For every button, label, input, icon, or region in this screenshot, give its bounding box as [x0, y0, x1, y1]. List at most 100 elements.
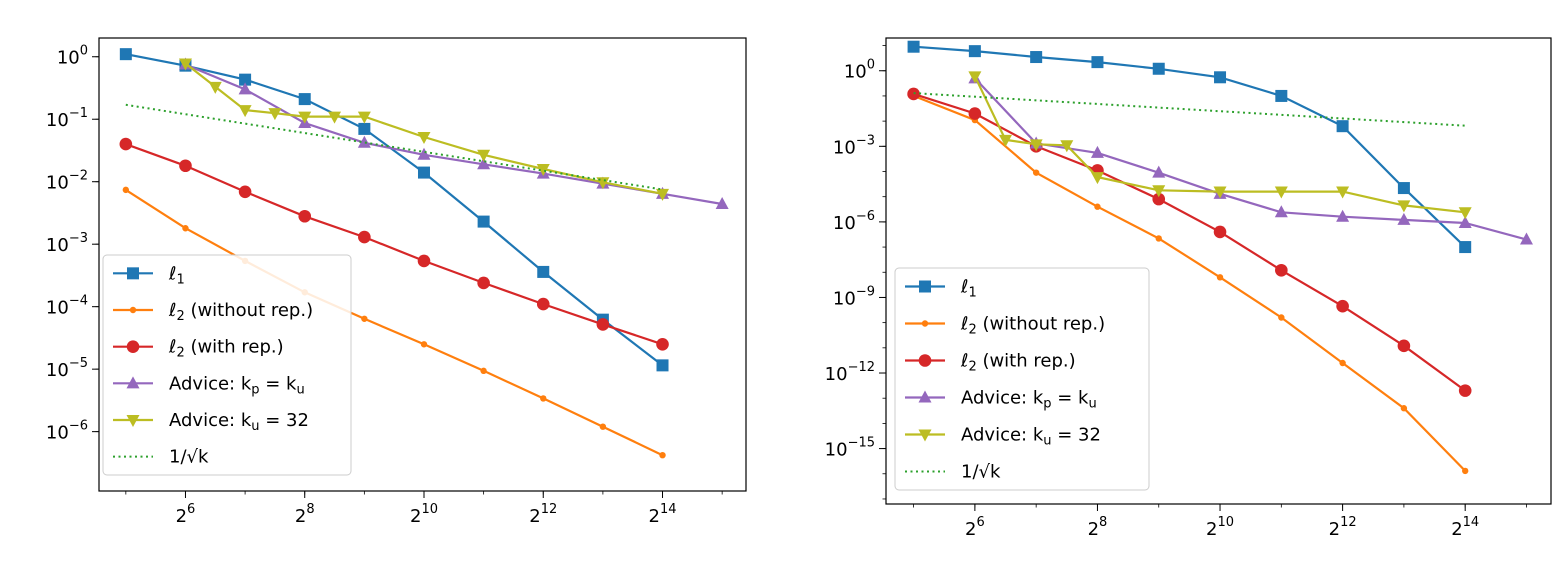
legend-label: 1/√k: [961, 462, 1001, 483]
legend-entry: ℓ1: [905, 277, 977, 301]
marker-point: [417, 131, 431, 144]
marker-point: [358, 230, 371, 244]
marker-point: [1214, 71, 1227, 84]
legend-label: 1/√k: [169, 447, 209, 468]
legend-label: ℓ1: [168, 263, 185, 287]
series-line: [913, 92, 1466, 127]
axes-frame: [98, 37, 747, 492]
legend-label: Advice: kp = ku: [169, 373, 305, 397]
series-3: [119, 137, 669, 351]
series-4: [968, 71, 1533, 245]
marker-point: [417, 254, 431, 268]
marker-point: [126, 340, 140, 353]
marker-point: [1030, 51, 1043, 64]
marker-point: [656, 359, 669, 372]
x-tick-label: 214: [1451, 515, 1479, 540]
marker-point: [596, 318, 610, 331]
marker-point: [477, 149, 491, 162]
legend-box: [102, 254, 352, 476]
series-5: [968, 71, 1472, 220]
plot-area: [907, 40, 1533, 475]
marker-point: [1274, 186, 1288, 199]
x-tick-label: 26: [176, 502, 196, 527]
marker-point: [328, 111, 342, 124]
legend-entry: 1/√k: [113, 447, 209, 468]
marker-point: [918, 390, 932, 403]
marker-point: [918, 429, 932, 442]
series-5: [178, 58, 670, 201]
chart-panel-2: 26 28 210 212 214 100 10−3 10−6 10−9 10−12 10−15 ℓ1…: [825, 37, 1552, 540]
marker-point: [417, 166, 430, 179]
marker-point: [1400, 405, 1408, 412]
marker-point: [1458, 207, 1472, 220]
series-6: [913, 92, 1466, 127]
marker-point: [477, 215, 490, 228]
marker-point: [1275, 263, 1288, 277]
y-tick-label: 10−5: [46, 356, 88, 381]
y-tick-label: 10−6: [833, 209, 875, 234]
series-1: [907, 40, 1472, 254]
marker-point: [1155, 235, 1162, 242]
y-tick-label: 10−15: [825, 436, 875, 461]
marker-point: [126, 376, 140, 389]
marker-point: [659, 451, 666, 459]
marker-point: [1152, 165, 1166, 178]
marker-point: [968, 107, 982, 120]
marker-point: [599, 423, 607, 430]
legend-label: ℓ2 (without rep.): [168, 300, 313, 324]
y-tick-label: 10−6: [46, 419, 88, 444]
marker-point: [1458, 216, 1472, 229]
marker-point: [179, 159, 192, 173]
marker-point: [1397, 212, 1411, 225]
marker-point: [126, 415, 140, 427]
y-tick-label: 10−2: [46, 169, 88, 194]
legend: ℓ1 ℓ2 (without rep.) ℓ2 (with rep.) Advice:…: [102, 254, 352, 476]
legend-entry: Advice: ku = 32: [113, 410, 309, 434]
marker-point: [1091, 56, 1104, 69]
marker-point: [298, 209, 312, 223]
marker-point: [1278, 314, 1285, 321]
legend-entry: ℓ1: [113, 263, 185, 287]
x-tick-label: 212: [529, 502, 557, 527]
marker-point: [1032, 169, 1040, 176]
series-line: [913, 45, 1466, 248]
marker-point: [999, 134, 1013, 147]
marker-point: [298, 111, 312, 124]
marker-point: [536, 163, 550, 176]
marker-point: [1152, 62, 1165, 75]
marker-point: [298, 93, 311, 106]
marker-point: [268, 108, 282, 121]
legend-entry: 1/√k: [905, 462, 1001, 483]
y-tick-label: 100: [57, 44, 88, 69]
marker-point: [1152, 192, 1166, 206]
marker-point: [1216, 274, 1224, 281]
marker-point: [119, 137, 133, 151]
y-tick-label: 10−1: [46, 106, 88, 131]
marker-point: [537, 265, 550, 278]
marker-point: [1213, 225, 1227, 239]
marker-point: [1090, 145, 1104, 158]
legend-label: ℓ1: [960, 277, 977, 301]
legend-entry: Advice: kp = ku: [113, 373, 305, 397]
marker-point: [918, 354, 932, 367]
series-line: [913, 92, 1466, 392]
marker-point: [358, 122, 371, 135]
marker-point: [357, 111, 371, 124]
marker-point: [968, 71, 982, 84]
marker-point: [361, 315, 368, 322]
axes-frame: [885, 37, 1552, 505]
legend-label: Advice: kp = ku: [961, 388, 1097, 412]
x-tick-label: 212: [1329, 515, 1357, 540]
marker-point: [1336, 120, 1349, 133]
series-line: [125, 53, 664, 367]
marker-point: [1275, 89, 1288, 102]
legend-label: ℓ2 (with rep.): [960, 351, 1076, 375]
marker-point: [1060, 140, 1074, 153]
marker-point: [1213, 186, 1227, 199]
series-line: [125, 103, 663, 191]
marker-point: [1274, 205, 1288, 218]
marker-point: [907, 40, 920, 53]
y-tick-label: 10−3: [833, 133, 875, 158]
marker-point: [182, 225, 189, 232]
marker-point: [477, 276, 490, 290]
